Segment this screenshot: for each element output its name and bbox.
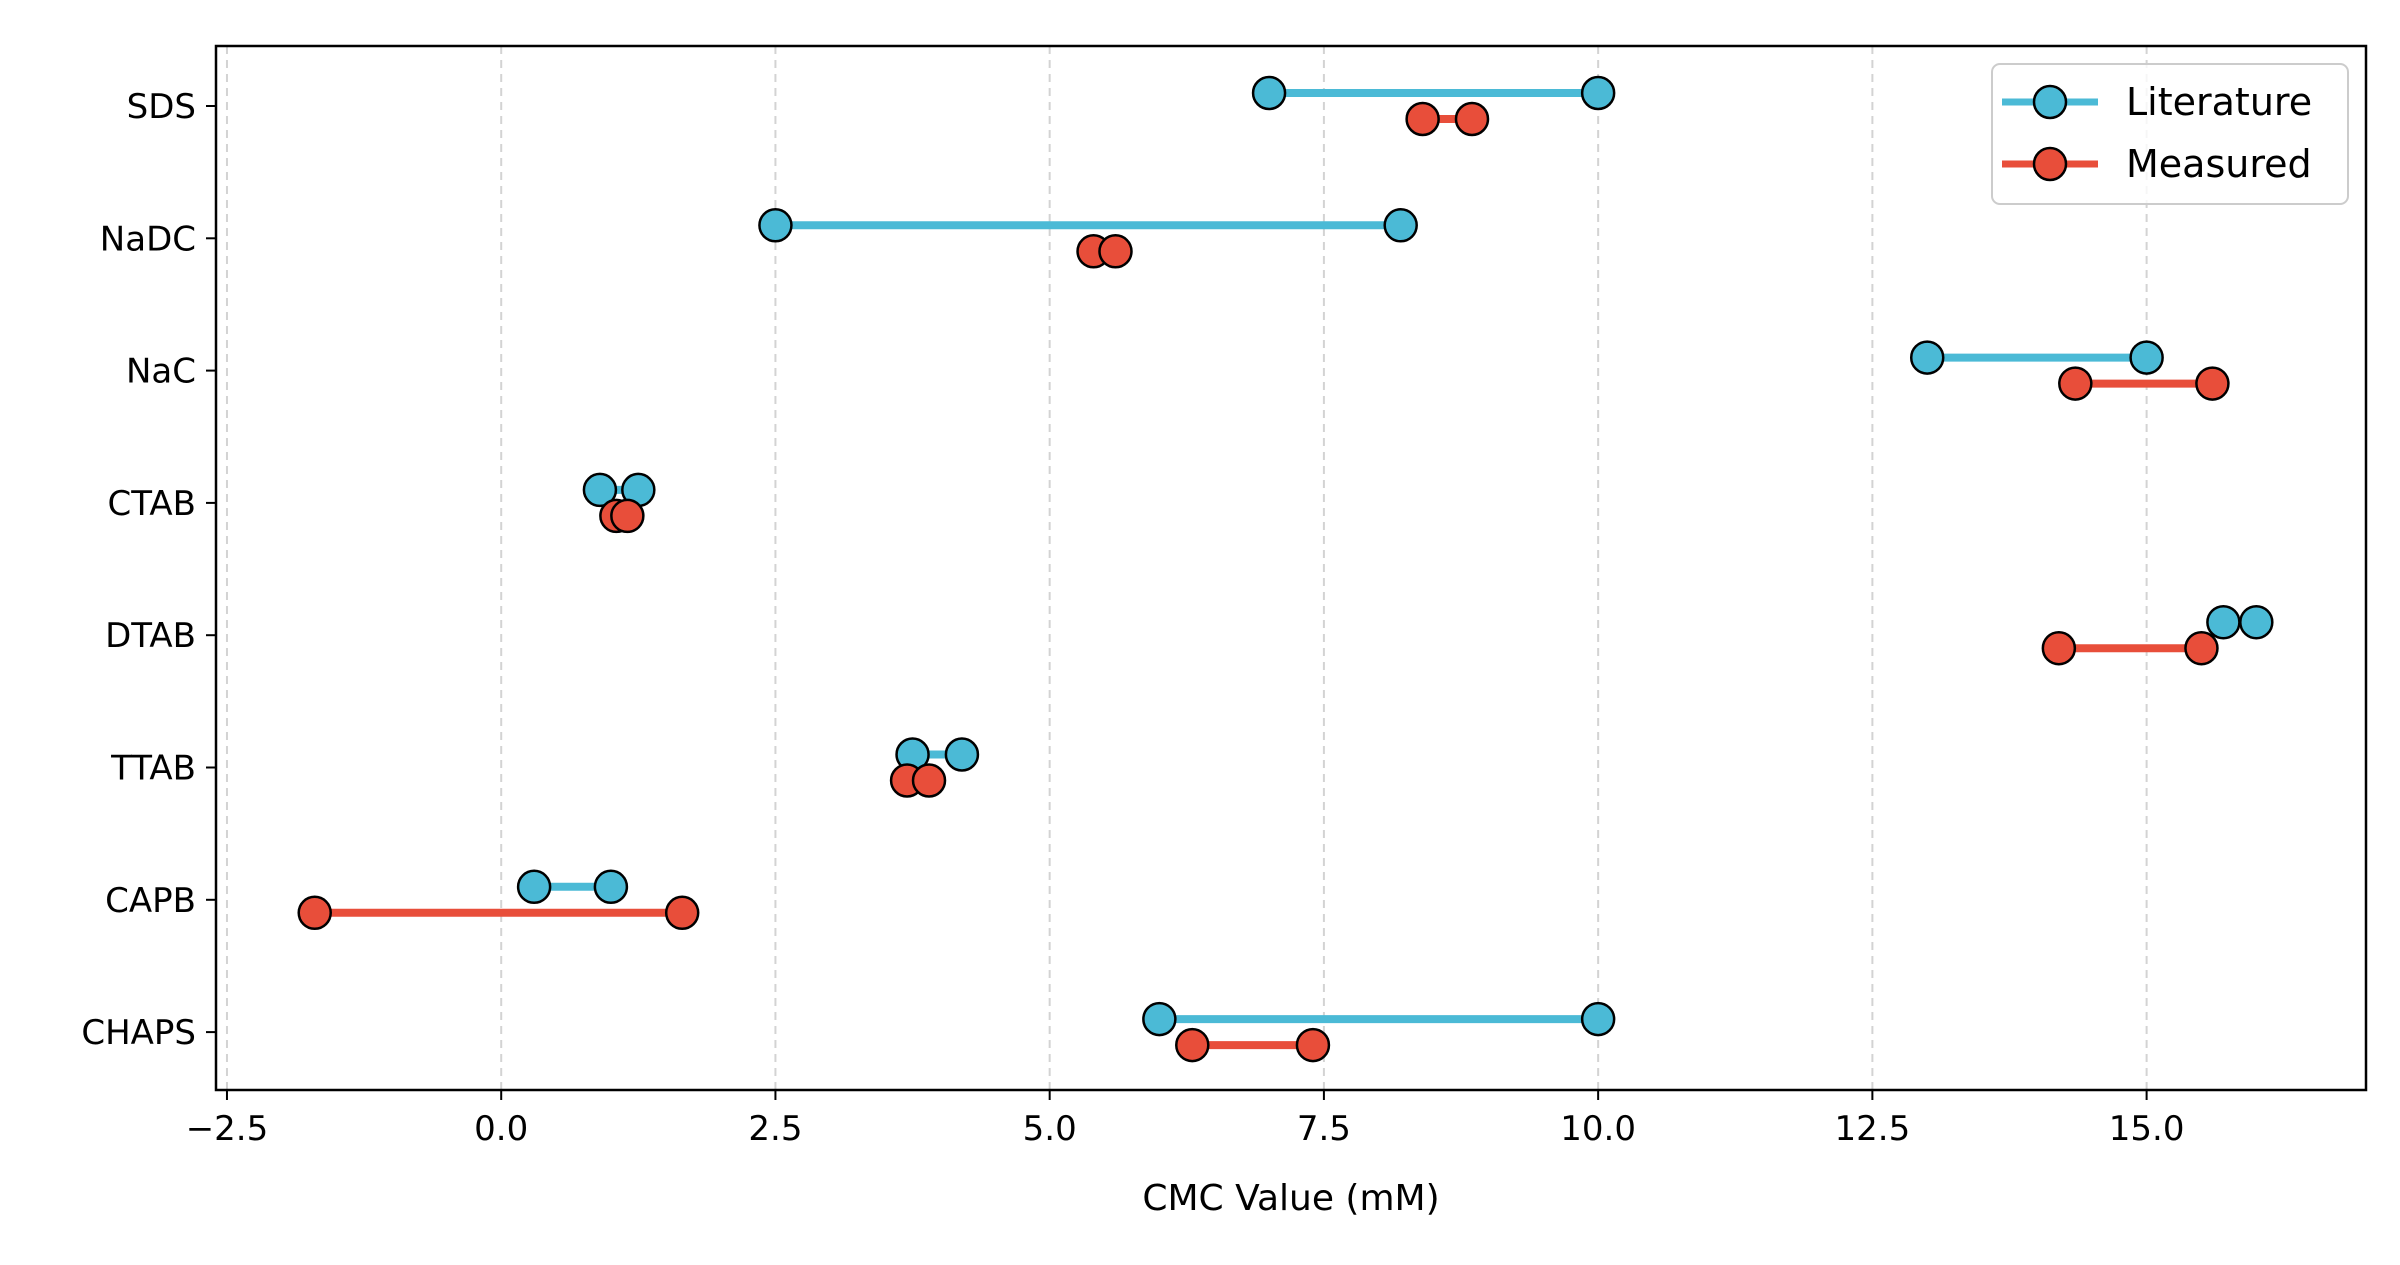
point-measured-end xyxy=(1454,101,1490,137)
point-literature-end xyxy=(1580,1001,1616,1037)
point-measured-end xyxy=(610,498,645,534)
point-literature-start xyxy=(582,472,618,508)
axis-layer: −2.5 0.0 2.5 5.0 7.5 10.0 12.5 15.0 SDS NaDC NaC CT… xyxy=(81,87,2184,1149)
point-literature-end xyxy=(1383,208,1418,243)
point-measured-start xyxy=(1405,101,1440,137)
y-tick-label: TTAB xyxy=(110,749,196,789)
legend: Literature Measured xyxy=(1991,63,2349,205)
point-measured-end xyxy=(2184,630,2219,666)
legend-label-literature: Literature xyxy=(2126,80,2312,124)
x-tick-label: 0.0 xyxy=(474,1109,528,1149)
point-literature-start xyxy=(2206,604,2241,640)
point-literature-start xyxy=(758,208,793,243)
point-literature-end xyxy=(593,869,629,905)
point-measured-end xyxy=(1295,1027,1331,1063)
point-literature-end xyxy=(2239,604,2274,640)
y-tick-label: CAPB xyxy=(105,881,196,921)
point-measured-start xyxy=(1175,1027,1210,1063)
point-measured-start xyxy=(297,895,332,931)
point-measured-end xyxy=(2195,366,2230,401)
point-measured-end xyxy=(911,763,947,798)
x-tick-label: 15.0 xyxy=(2109,1109,2185,1149)
point-measured-end xyxy=(1098,234,1133,269)
point-measured-end xyxy=(664,895,700,931)
plot-frame xyxy=(214,44,2368,1092)
point-measured-start xyxy=(2058,366,2093,401)
x-tick-label: 5.0 xyxy=(1023,1109,1077,1149)
x-tick-label: 10.0 xyxy=(1560,1109,1636,1149)
y-tick-label: CHAPS xyxy=(81,1013,196,1053)
point-measured-start xyxy=(2041,630,2077,666)
legend-label-measured: Measured xyxy=(2126,142,2312,186)
point-literature-start xyxy=(1909,340,1945,375)
point-literature-end xyxy=(1580,75,1616,111)
grid-layer xyxy=(225,46,2148,1090)
x-tick-label: 12.5 xyxy=(1835,1109,1911,1149)
point-literature-start xyxy=(1142,1001,1177,1037)
y-tick-label: NaDC xyxy=(100,219,196,259)
y-tick-label: DTAB xyxy=(105,616,196,656)
y-tick-label: NaC xyxy=(126,352,196,392)
y-tick-label: SDS xyxy=(127,87,196,127)
y-tick-label: CTAB xyxy=(108,484,196,524)
legend-marker-literature xyxy=(2032,84,2068,120)
point-literature-end xyxy=(944,737,980,772)
x-tick-label: −2.5 xyxy=(186,1109,269,1149)
point-literature-end xyxy=(2129,340,2164,375)
legend-marker-measured xyxy=(2032,146,2068,182)
x-tick-label: 2.5 xyxy=(748,1109,802,1149)
point-literature-start xyxy=(516,869,552,905)
point-literature-start xyxy=(1251,75,1287,111)
x-axis-label: CMC Value (mM) xyxy=(1142,1178,1439,1219)
series-layer xyxy=(297,75,2274,1063)
x-tick-label: 7.5 xyxy=(1297,1109,1351,1149)
